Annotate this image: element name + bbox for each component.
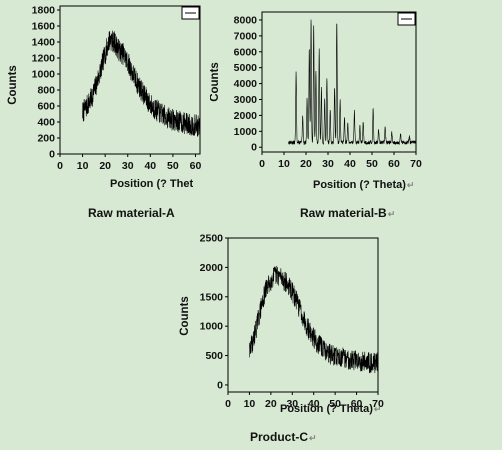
- x-tick-label: 70: [372, 398, 384, 410]
- series-line-0: [82, 30, 201, 137]
- x-tick-label: 30: [122, 160, 134, 172]
- y-tick-label: 1000: [200, 321, 224, 333]
- x-axis-label-b: Position (? Theta)↵: [313, 179, 414, 191]
- x-tick-label: 50: [167, 160, 179, 172]
- y-tick-label: 0: [251, 142, 257, 154]
- y-tick-label: 0: [217, 379, 223, 391]
- return-mark: ↵: [373, 404, 382, 414]
- y-tick-label: 2000: [234, 110, 258, 122]
- x-tick-label: 30: [322, 158, 334, 170]
- x-axis-label-c: Position (? Theta)↵: [280, 403, 381, 415]
- x-tick-label: 60: [351, 398, 363, 410]
- xrd-chart-raw-material-b: 0 1000 2000 3000 4000 5000 6000 7000 8000 0 10 20 30…: [210, 11, 422, 170]
- y-tick-label: 600: [37, 101, 55, 113]
- caption-text: Product-C: [250, 430, 308, 444]
- x-tick-label: 20: [300, 158, 312, 170]
- x-tick-label: 10: [244, 398, 256, 410]
- x-tick-label: 20: [265, 398, 277, 410]
- x-tick-label: 40: [308, 398, 320, 410]
- x-axis-label-b-text: Position (? Theta): [313, 179, 406, 191]
- return-mark: ↵: [309, 433, 317, 443]
- xrd-chart-raw-material-a: 0 200 400 600 800 1000 1200 1400 1600 1800 0 10 20 30…: [7, 5, 202, 173]
- y-tick-label: 0: [49, 149, 55, 161]
- x-tick-label: 0: [225, 398, 231, 410]
- x-tick-label: 30: [286, 398, 298, 410]
- x-tick-label: 40: [344, 158, 356, 170]
- y-tick-label: 800: [37, 85, 55, 97]
- y-tick-label: 6000: [234, 46, 258, 58]
- y-axis-label: Counts: [7, 65, 19, 105]
- y-tick-label: 400: [37, 117, 55, 129]
- plot-frame: [261, 11, 417, 153]
- y-tick-label: 1200: [32, 53, 56, 65]
- caption-text: Raw material-B: [300, 206, 387, 220]
- y-tick-label: 7000: [234, 30, 258, 42]
- x-tick-label: 40: [144, 160, 156, 172]
- y-tick-label: 200: [37, 133, 55, 145]
- y-tick-label: 4000: [234, 78, 258, 90]
- return-mark: ↵: [406, 180, 415, 190]
- xrd-chart-product-c: 0 500 1000 1500 2000 2500 0 10 20 30 40 50 60 70 Count…: [179, 233, 384, 411]
- y-tick-label: 1600: [32, 21, 56, 33]
- y-tick-label: 1400: [32, 37, 56, 49]
- x-tick-label: 0: [259, 158, 265, 170]
- y-tick-label: 1500: [200, 291, 224, 303]
- caption-raw-material-a: Raw material-A: [88, 206, 175, 220]
- x-tick-label: 60: [388, 158, 400, 170]
- x-tick-label: 20: [99, 160, 111, 172]
- y-axis-label: Counts: [179, 296, 191, 336]
- x-tick-label: 70: [410, 158, 422, 170]
- series-line-0: [249, 265, 379, 374]
- x-tick-label: 60: [190, 160, 202, 172]
- y-tick-label: 1800: [32, 5, 56, 17]
- y-tick-label: 3000: [234, 94, 258, 106]
- plot-frame: [227, 237, 379, 393]
- y-tick-label: 2500: [200, 233, 224, 245]
- y-tick-label: 8000: [234, 14, 258, 26]
- caption-text: Raw material-A: [88, 206, 175, 220]
- y-tick-label: 5000: [234, 62, 258, 74]
- caption-raw-material-b: Raw material-B↵: [300, 206, 395, 220]
- x-axis-label-c-text: Position (? Theta): [280, 403, 373, 415]
- y-tick-label: 500: [205, 350, 223, 362]
- y-tick-label: 1000: [32, 69, 56, 81]
- y-axis-label: Counts: [210, 62, 221, 102]
- return-mark: ↵: [387, 209, 396, 219]
- caption-product-c: Product-C↵: [250, 430, 317, 444]
- plot-frame: [59, 5, 201, 155]
- x-axis-label-a: Position (? Thet: [110, 178, 194, 190]
- y-tick-label: 2000: [200, 262, 224, 274]
- y-tick-label: 1000: [234, 126, 258, 138]
- series-line-0: [288, 19, 417, 146]
- x-tick-label: 50: [329, 398, 341, 410]
- x-tick-label: 50: [366, 158, 378, 170]
- x-tick-label: 10: [278, 158, 290, 170]
- x-tick-label: 0: [57, 160, 63, 172]
- x-tick-label: 10: [77, 160, 89, 172]
